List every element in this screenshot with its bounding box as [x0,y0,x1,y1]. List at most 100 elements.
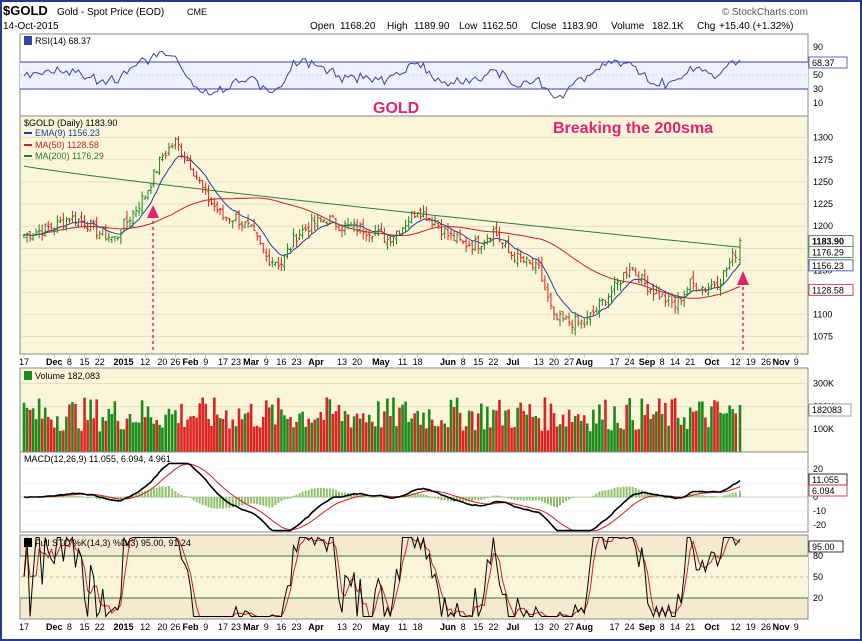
volume-bar [104,420,108,452]
x-tick-label: Apr [308,357,324,367]
macd-histogram-bar [337,491,340,498]
macd-tick: 20 [813,464,823,474]
macd-histogram-bar [71,495,74,498]
price-panel-frame [19,115,809,355]
macd-histogram-bar [95,497,98,499]
macd-histogram-bar [713,496,716,498]
price-tick: 1300 [813,133,833,143]
volume-bar [218,418,222,452]
macd-histogram-bar [164,486,167,498]
macd-histogram-bar [213,497,216,509]
macd-histogram-bar [192,497,195,501]
volume-bar [446,427,450,452]
macd-histogram-bar [377,496,380,498]
x-tick-label: Mar [243,357,260,367]
volume-bar [283,415,286,452]
volume-bar [25,407,29,452]
volume-bar [207,418,210,452]
macd-histogram-bar [380,496,383,498]
volume-bar [519,402,522,452]
macd-histogram-bar [268,497,271,508]
macd-histogram-bar [701,495,704,498]
x-tick-label: 17 [610,622,620,632]
volume-bar [34,419,38,452]
macd-histogram-bar [56,496,59,498]
volume-bar [292,427,295,452]
x-tick-label: Nov [773,622,790,632]
volume-bar [407,422,410,452]
volume-bar [71,401,74,452]
volume-bar [56,416,59,452]
macd-histogram-bar [152,488,155,498]
volume-bar [522,410,525,452]
volume-bar [498,399,501,452]
macd-histogram-bar [437,497,440,500]
x-tick-label: 17 [19,622,29,632]
x-tick-label: 8 [461,357,466,367]
volume-bar [637,429,641,452]
x-tick-label: Sep [639,357,656,367]
volume-bar [134,422,138,452]
macd-histogram-bar [368,496,371,498]
macd-histogram-bar [340,492,343,498]
volume-bar [128,413,132,452]
x-tick-label: 11 [398,622,407,632]
macd-histogram-bar [195,497,198,503]
x-tick-label: 13 [337,357,347,367]
macd-histogram-bar [474,497,477,501]
x-tick-label: Dec [46,622,63,632]
rsi-value-tag-box [808,56,848,69]
x-tick-label: 15 [473,622,483,632]
x-tick-label: 26 [761,357,771,367]
volume-bar [246,412,250,452]
volume-bar [386,398,389,452]
macd-histogram-bar [238,497,241,506]
macd-histogram-bar [180,494,183,498]
volume-bar [552,413,556,452]
volume-bar [464,426,468,452]
volume-bar [704,417,707,452]
x-tick-label: 22 [488,357,498,367]
volume-bar [313,419,317,452]
macd-histogram-bar [719,496,722,498]
volume-bar [543,397,547,452]
header: $GOLD Gold - Spot Price (EOD) CME © Stoc… [3,3,808,32]
macd-tick: 0 [813,492,818,502]
ma200-legend: MA(200) 1176.29 [35,151,104,161]
volume-bar [455,397,459,452]
volume-bar [404,401,407,452]
macd-histogram-bar [462,497,465,502]
volume-bar [52,427,56,452]
stochastic-k-line [23,535,741,619]
volume-bar [598,404,601,452]
volume-bar [467,410,471,452]
volume-bar [657,398,661,452]
x-tick-label: 17 [218,622,228,632]
macd-histogram-bar [167,486,170,498]
macd-histogram-bar [574,497,577,498]
macd-histogram-bar [707,496,710,498]
volume-bar [516,407,519,452]
volume-bar [210,425,213,452]
x-tick-label: 2015 [113,622,133,632]
volume-bar [567,409,571,452]
volume-bar [22,402,26,452]
macd-histogram-bar [210,497,213,508]
macd-histogram-bar [353,493,356,498]
macd-histogram-bar [119,497,122,500]
volume-bar [289,417,292,452]
macd-histogram-bar [425,495,428,498]
macd-histogram-bar [468,497,471,502]
volume-bar [613,406,616,452]
macd-histogram-bar [667,497,670,499]
x-tick-label: 23 [231,622,241,632]
volume-bar [713,400,716,452]
volume-bar [264,400,268,452]
macd-histogram-bar [537,497,540,501]
macd-histogram-bar [244,497,247,505]
macd-histogram-bar [371,497,374,498]
sto-tick: 20 [813,593,823,603]
volume-bar [349,427,353,452]
volume-bar [83,397,86,452]
x-tick-label: 13 [534,357,544,367]
